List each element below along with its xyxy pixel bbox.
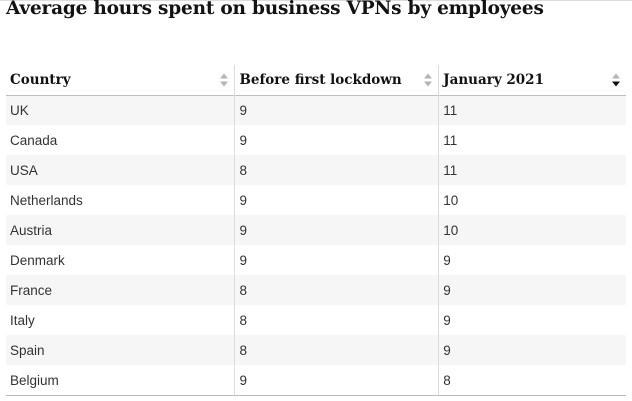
cell-country: Spain <box>10 342 45 358</box>
data-table: Country Before first lockdown January 20… <box>6 65 626 395</box>
table-header-row: Country Before first lockdown January 20… <box>6 65 626 95</box>
cell-before-first-lockdown: 9 <box>234 125 439 155</box>
cell-january-2021: 10 <box>438 185 626 215</box>
cell-before-first-lockdown: 8 <box>234 155 439 185</box>
cell-before-first-lockdown: 8 <box>234 335 439 365</box>
cell-country: USA <box>10 162 38 178</box>
cell-country: France <box>10 282 53 298</box>
column-header-before-first-lockdown[interactable]: Before first lockdown <box>234 65 439 95</box>
table-row: Belgium 9 8 <box>6 365 626 395</box>
column-header-january-2021[interactable]: January 2021 <box>438 65 626 95</box>
column-header-label: January 2021 <box>443 71 544 88</box>
column-header-country[interactable]: Country <box>6 65 235 95</box>
cell-country: Netherlands <box>10 192 83 208</box>
table-row: Denmark 9 9 <box>6 245 626 275</box>
cell-january-2021: 9 <box>438 335 626 365</box>
table-body: UK 9 11 Canada 9 11 USA 8 11 Netherlands 9 10 Austri… <box>6 95 626 395</box>
cell-before-first-lockdown: 9 <box>234 215 439 245</box>
sort-both-icon[interactable] <box>220 73 229 87</box>
cell-country: UK <box>10 102 29 118</box>
sort-descending-icon[interactable] <box>612 73 620 87</box>
table-row: France 8 9 <box>6 275 626 305</box>
table-row: Canada 9 11 <box>6 125 626 155</box>
table-row: Italy 8 9 <box>6 305 626 335</box>
column-header-label: Country <box>10 71 71 88</box>
table-row: USA 8 11 <box>6 155 626 185</box>
top-divider <box>0 0 632 1</box>
table-row: Spain 8 9 <box>6 335 626 365</box>
bottom-divider <box>6 395 626 396</box>
cell-before-first-lockdown: 8 <box>234 305 439 335</box>
cell-country: Denmark <box>10 252 65 268</box>
cell-country: Italy <box>10 312 35 328</box>
cell-january-2021: 11 <box>438 125 626 155</box>
cell-january-2021: 9 <box>438 275 626 305</box>
cell-january-2021: 9 <box>438 245 626 275</box>
cell-before-first-lockdown: 9 <box>234 185 439 215</box>
cell-before-first-lockdown: 9 <box>234 365 439 395</box>
table-row: Netherlands 9 10 <box>6 185 626 215</box>
cell-country: Austria <box>10 222 53 238</box>
table-row: Austria 9 10 <box>6 215 626 245</box>
page-title: Average hours spent on business VPNs by … <box>6 0 544 19</box>
cell-before-first-lockdown: 9 <box>234 245 439 275</box>
cell-january-2021: 11 <box>438 95 626 125</box>
cell-january-2021: 9 <box>438 305 626 335</box>
sort-both-icon[interactable] <box>424 73 433 87</box>
cell-country: Canada <box>10 132 58 148</box>
cell-country: Belgium <box>10 372 59 388</box>
table-row: UK 9 11 <box>6 95 626 125</box>
cell-january-2021: 8 <box>438 365 626 395</box>
cell-before-first-lockdown: 8 <box>234 275 439 305</box>
cell-january-2021: 10 <box>438 215 626 245</box>
cell-before-first-lockdown: 9 <box>234 95 439 125</box>
cell-january-2021: 11 <box>438 155 626 185</box>
column-header-label: Before first lockdown <box>239 71 402 88</box>
